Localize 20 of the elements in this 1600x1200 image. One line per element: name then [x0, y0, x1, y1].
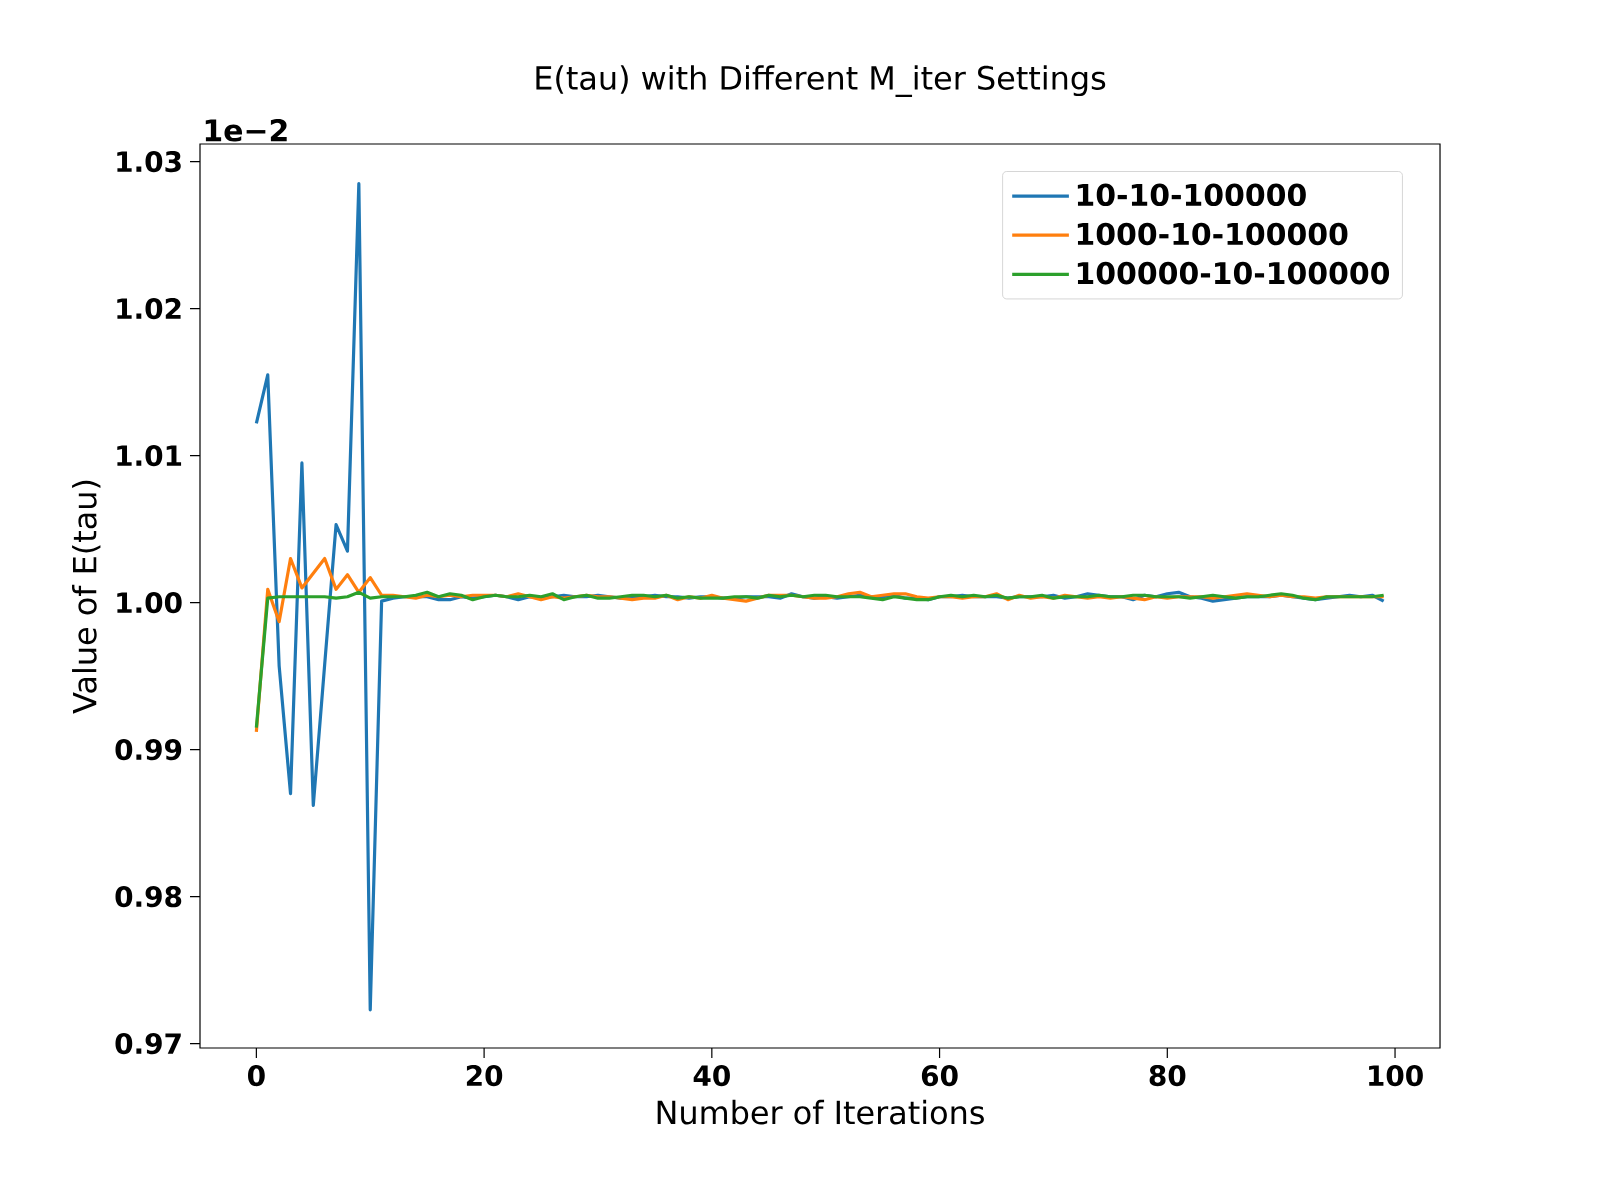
chart-title: E(tau) with Different M_iter Settings: [536, 65, 1106, 97]
y-tick-label: 0.99: [115, 739, 182, 761]
legend-label: 10-10-100000: [1077, 183, 1306, 207]
y-axis-title: Value of E(tau): [72, 480, 101, 714]
y-tick-label: 0.97: [115, 1033, 181, 1055]
x-tick-label: 60: [921, 1065, 958, 1087]
x-tick-label: 0: [248, 1065, 265, 1087]
text: 1e−2: [205, 118, 287, 142]
legend-label: 100000-10-100000: [1077, 261, 1390, 285]
y-tick-label: 1.03: [117, 151, 181, 173]
x-tick-label: 20: [466, 1065, 503, 1087]
y-tick-label: 1.01: [117, 445, 182, 467]
y-tick-label: 1.02: [117, 298, 181, 320]
legend-label: 1000-10-100000: [1077, 222, 1348, 246]
x-tick-label: 100: [1369, 1065, 1423, 1087]
x-tick-label: 80: [1149, 1065, 1186, 1087]
y-tick-label: 1.00: [117, 592, 182, 614]
y-tick-label: 0.98: [115, 886, 182, 908]
x-axis-title: Number of Iterations: [657, 1099, 984, 1125]
x-tick-label: 40: [693, 1065, 730, 1087]
